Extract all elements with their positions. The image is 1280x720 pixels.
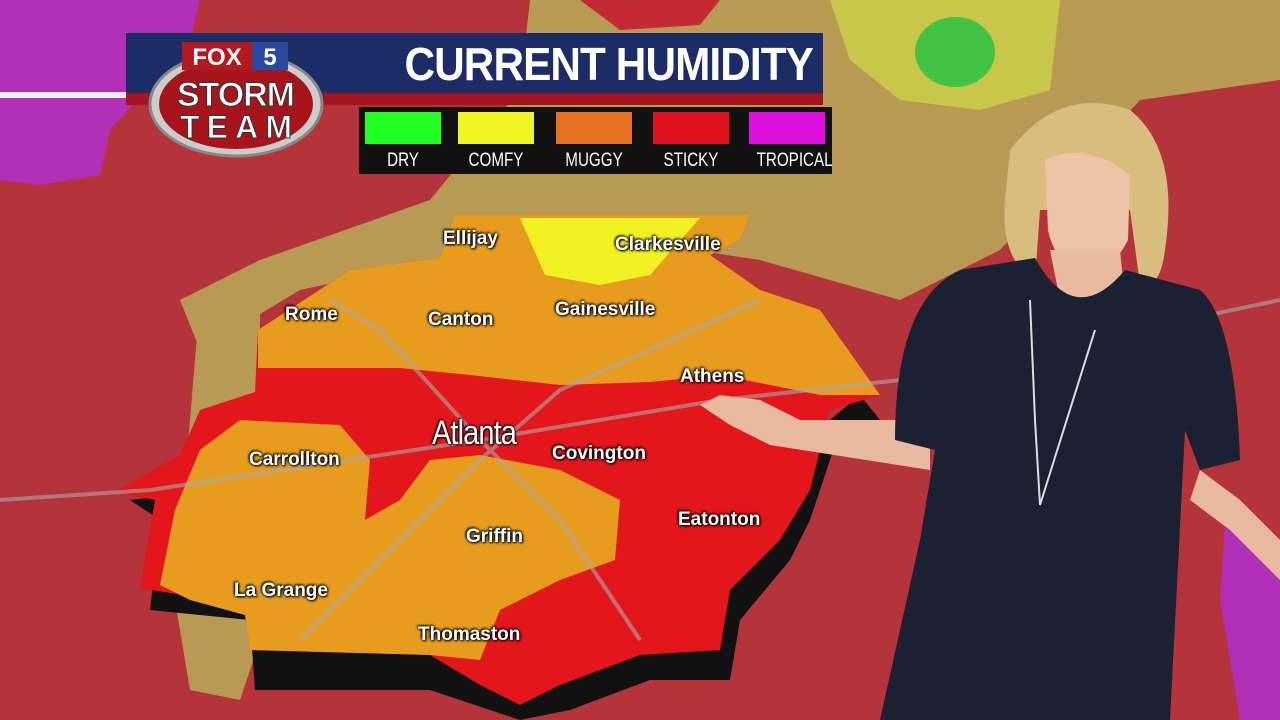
city-label-athens: Athens — [680, 366, 745, 387]
dry-spot — [915, 17, 995, 87]
svg-text:TEAM: TEAM — [180, 109, 292, 145]
city-label-gainesville: Gainesville — [555, 299, 656, 320]
comfy-region — [520, 218, 700, 285]
city-label-clarkesville: Clarkesville — [615, 234, 721, 255]
city-label-griffin: Griffin — [466, 526, 523, 547]
city-label-la-grange: La Grange — [234, 580, 328, 601]
title-accent-line — [0, 92, 160, 98]
city-label-ellijay: Ellijay — [443, 228, 498, 249]
city-label-rome: Rome — [285, 304, 338, 325]
tropical-region-se — [1220, 520, 1280, 720]
presenter-neck — [1050, 250, 1125, 300]
legend-item-muggy: MUGGY — [556, 112, 632, 172]
legend-swatch-muggy — [556, 112, 632, 144]
presenter-necklace — [1029, 299, 1096, 506]
legend-item-tropical: TROPICAL — [749, 112, 833, 172]
legend-swatch-comfy — [458, 112, 534, 144]
legend-item-comfy: COMFY — [458, 112, 534, 172]
legend-swatch-sticky — [653, 112, 729, 144]
presenter-face — [1045, 152, 1130, 273]
fox5-storm-team-logo: FOX 5 STORM TEAM — [148, 42, 324, 158]
legend-label: MUGGY — [565, 150, 623, 171]
humidity-legend: DRY COMFY MUGGY STICKY TROPICAL — [359, 107, 833, 174]
graphic-title: CURRENT HUMIDITY — [404, 38, 814, 90]
svg-text:5: 5 — [263, 44, 276, 71]
legend-label: COMFY — [468, 150, 524, 171]
legend-item-dry: DRY — [365, 112, 441, 172]
sticky-blob-north — [580, 0, 720, 30]
muggy-region-metro-north — [258, 215, 880, 395]
legend-swatch-dry — [365, 112, 441, 144]
city-label-eatonton: Eatonton — [678, 509, 761, 530]
city-label-atlanta: Atlanta — [432, 414, 517, 452]
presenter-dress — [880, 258, 1240, 720]
legend-item-sticky: STICKY — [653, 112, 729, 172]
city-label-canton: Canton — [428, 309, 494, 330]
legend-label: STICKY — [663, 150, 719, 171]
legend-swatch-tropical — [749, 112, 825, 144]
city-label-carrollton: Carrollton — [249, 449, 340, 470]
legend-label: TROPICAL — [756, 150, 833, 171]
muggy-region-southwest — [160, 420, 620, 660]
city-label-thomaston: Thomaston — [418, 624, 521, 645]
svg-text:STORM: STORM — [177, 76, 295, 114]
city-label-covington: Covington — [552, 443, 646, 464]
presenter-arm-right — [1190, 470, 1280, 580]
legend-label: DRY — [387, 150, 419, 171]
presenter-arm-left — [700, 395, 930, 470]
svg-text:FOX: FOX — [192, 44, 241, 71]
